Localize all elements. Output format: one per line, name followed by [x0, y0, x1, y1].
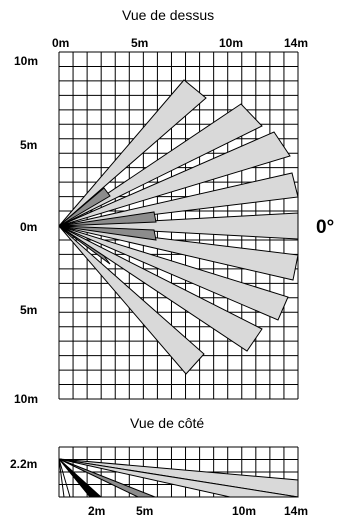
detection-beam [58, 225, 299, 281]
detection-beam [58, 225, 289, 321]
angle-label: 0° [316, 217, 335, 238]
detection-beam [58, 225, 263, 352]
detection-beam [58, 212, 299, 240]
side-beam-creep-line [58, 458, 71, 498]
side-x-label-5: 5m [136, 504, 154, 518]
side-beam-creep-line [58, 458, 65, 498]
side-x-label-10: 10m [232, 504, 257, 518]
side-beam-near [58, 458, 103, 498]
near-zone-beam [58, 225, 157, 241]
top-view-title: Vue de dessus [122, 7, 215, 23]
near-zone-beam [58, 187, 111, 227]
side-x-label-14: 14m [284, 504, 309, 518]
top-y-label-5-upper: 5m [20, 138, 38, 152]
top-x-label-14: 14m [284, 36, 309, 50]
top-y-label-0: 0m [20, 220, 38, 234]
top-y-label-10-upper: 10m [14, 54, 39, 68]
detection-beam [58, 79, 207, 227]
side-beam-far-lower [58, 458, 299, 498]
top-view-beams [58, 79, 299, 375]
side-beam-mid [58, 458, 156, 498]
top-y-label-5-lower: 5m [20, 303, 38, 317]
top-x-label-5: 5m [131, 36, 149, 50]
detection-beam [58, 225, 205, 375]
detection-beam [58, 172, 299, 227]
top-x-label-0: 0m [52, 36, 70, 50]
side-view-beams [58, 458, 299, 498]
near-zone-beam [58, 211, 157, 227]
top-y-label-10-lower: 10m [14, 392, 39, 406]
side-view-title: Vue de côté [130, 415, 205, 431]
side-x-label-2: 2m [88, 504, 106, 518]
near-zone-beam [58, 225, 111, 265]
top-x-label-10: 10m [219, 36, 244, 50]
detection-beam [58, 131, 291, 227]
side-height-label: 2.2m [10, 457, 38, 471]
